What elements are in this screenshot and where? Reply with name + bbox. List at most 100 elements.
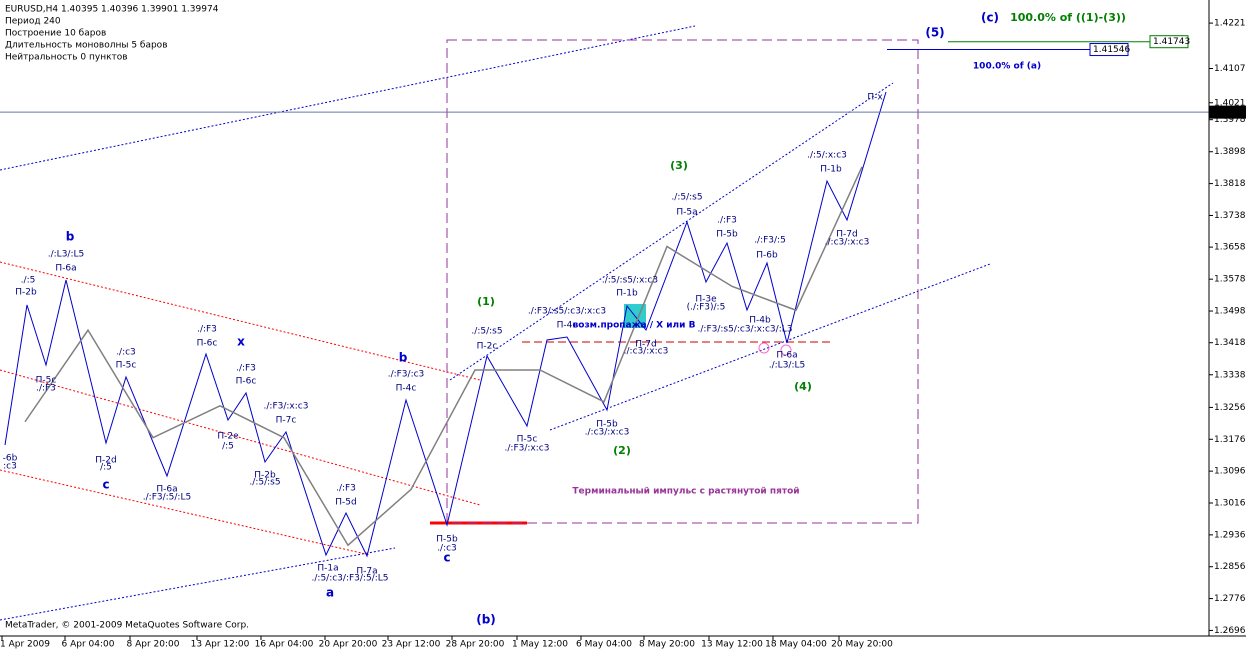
wave-label: /:5: [100, 463, 112, 473]
y-tick-label: 1.34980: [1214, 307, 1246, 317]
wave-label: П-6a: [776, 351, 797, 361]
wave-label: ./:5: [21, 276, 36, 286]
wave-label: ./:F3: [36, 384, 56, 394]
wave-label: b: [66, 230, 75, 244]
wave-label: b: [399, 351, 408, 365]
y-tick-label: 1.42210: [1214, 19, 1246, 29]
y-tick-label: 1.36585: [1214, 243, 1246, 253]
wave-label: П-1b: [616, 289, 638, 299]
x-tick-label: 28 Apr 20:00: [446, 640, 505, 650]
x-tick-label: 6 Apr 04:00: [62, 640, 115, 650]
wave-label: ./:F3: [717, 216, 737, 226]
wave-label: ./:F3: [336, 484, 356, 494]
wave-label: П-5b: [436, 535, 458, 545]
wave-label: П-3e: [695, 295, 717, 305]
y-tick-label: 1.41070: [1214, 64, 1246, 74]
x-tick-label: 18 May 04:00: [765, 640, 827, 650]
wave-label: (c): [981, 11, 999, 25]
wave-label: П-2b: [15, 288, 37, 298]
y-tick-label: 1.34185: [1214, 338, 1246, 348]
wave-label: ./:F3/:5: [754, 236, 786, 246]
wave-label: П-x: [867, 93, 883, 103]
y-tick-label: 1.39785: [1214, 115, 1246, 125]
wave-label: ./:c3/:x:c3: [624, 347, 669, 357]
wave-label: П-7d: [635, 340, 656, 350]
y-tick-label: 1.38180: [1214, 179, 1246, 189]
x-tick-label: 6 May 04:00: [576, 640, 632, 650]
x-tick-label: 1 Apr 2009: [0, 640, 50, 650]
wave-label: ./:5/:s5/:x:c3: [602, 276, 658, 286]
wave-label: c: [102, 478, 109, 492]
wave-label: -6b: [3, 454, 18, 464]
channel-line: [449, 82, 894, 381]
wave-label: (3): [670, 159, 688, 172]
wave-label: П-1a: [317, 564, 338, 574]
wave-label: (5): [925, 26, 944, 40]
y-tick-label: 1.28560: [1214, 562, 1246, 572]
wave-label: П-2d: [95, 456, 116, 466]
wave-label: ./:c3/:x:c3: [585, 428, 630, 438]
x-tick-label: 8 Apr 20:00: [127, 640, 180, 650]
y-tick-label: 1.31760: [1214, 435, 1246, 445]
wave-label: ./:F3/:s5/:c3/:x:c3/:L3: [698, 325, 793, 335]
info-line: Построение 10 баров: [5, 29, 106, 39]
wave-label: ./:F3: [236, 364, 256, 374]
wave-label: П-5c: [116, 361, 137, 371]
wave-label: 100.0% of (a): [973, 62, 1041, 72]
channel-line: [0, 469, 371, 556]
wave-label: ./:5/:s5: [471, 327, 502, 337]
info-line: Длительность моноволны 5 баров: [5, 41, 168, 51]
wave-label: ./:L3/:L5: [769, 361, 805, 371]
wave-label: П-5a: [676, 208, 697, 218]
wave-label: ./:c3/:x:c3: [825, 238, 870, 248]
price-label: 1.41743: [1153, 37, 1190, 47]
wave-label: (b): [476, 613, 496, 627]
wave-label: ./:F3/:x:c3: [505, 444, 550, 454]
y-tick-label: 1.27760: [1214, 594, 1246, 604]
wave-label: П-6a: [55, 264, 76, 274]
price-label: 1.39974: [1212, 108, 1246, 118]
chart-title: EURUSD,H4 1.40395 1.40396 1.39901 1.3997…: [5, 5, 219, 15]
y-tick-label: 1.30960: [1214, 467, 1246, 477]
wave-label: ./:c3: [116, 348, 136, 358]
y-tick-label: 1.26960: [1214, 626, 1246, 636]
y-tick-label: 1.33380: [1214, 370, 1246, 380]
wave-label: П-7a: [356, 567, 377, 577]
wave-label: ./:5/:x:c3: [807, 151, 847, 161]
wave-label: ./:5/:c3/:F3/:5/:L5: [312, 574, 389, 584]
price-box: [1149, 35, 1189, 49]
wave-label: ./:F3: [197, 325, 217, 335]
target-box: [446, 39, 919, 524]
wave-label: возм.пропажа / X или B: [573, 321, 696, 331]
wave-label: a: [326, 586, 334, 600]
info-line: Нейтральность 0 пунктов: [5, 53, 128, 63]
price-box: [1089, 43, 1129, 57]
wave-label: П-6b: [756, 251, 778, 261]
channel-line: [0, 547, 396, 621]
y-tick-label: 1.29360: [1214, 530, 1246, 540]
wave-label: П-7c: [276, 416, 297, 426]
wave-label: ./:5/:s5: [671, 193, 702, 203]
x-tick-label: 13 Apr 12:00: [191, 640, 250, 650]
x-tick-label: 8 May 20:00: [639, 640, 695, 650]
wave-label: П-2c: [477, 342, 498, 352]
wave-label: 100.0% of ((1)-(3)): [1010, 11, 1126, 24]
y-tick-label: 1.30160: [1214, 498, 1246, 508]
y-tick-label: 1.38980: [1214, 147, 1246, 157]
marker: [780, 344, 792, 356]
info-line: Период 240: [5, 17, 61, 27]
wave-label: ./:c3: [437, 544, 457, 554]
wave-label: П-6c: [197, 339, 218, 349]
x-tick-label: 20 Apr 20:00: [319, 640, 378, 650]
wave-label: (4): [794, 380, 812, 393]
wave-label: П-6a: [156, 485, 177, 495]
y-tick-label: 1.40210: [1214, 98, 1246, 108]
wave-label: ./:F3/:x:c3: [264, 402, 309, 412]
wave-label: П-5b: [716, 230, 738, 240]
x-tick-label: 16 Apr 04:00: [255, 640, 314, 650]
wave-label: /:5: [222, 442, 234, 452]
x-tick-label: 20 May 20:00: [831, 640, 893, 650]
wave-label: ./:F3/:s5/:c3/:x:c3: [528, 307, 606, 317]
wave-label: П-6c: [236, 377, 257, 387]
